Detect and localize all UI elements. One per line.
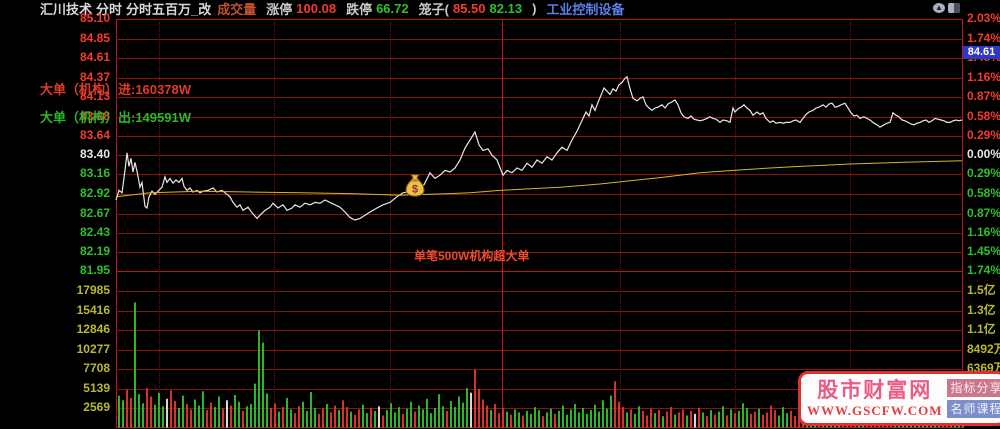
price-axis-label: 83.16 xyxy=(79,166,110,181)
watermark-card: 股市财富网 WWW.GSCFW.COM 指标分享 名师课程 xyxy=(798,371,1000,426)
time-gridline xyxy=(274,19,275,428)
price-gridline xyxy=(116,155,963,157)
time-gridline xyxy=(159,19,160,428)
split-panel-icon[interactable] xyxy=(948,3,960,13)
limit-down-label: 跌停 xyxy=(346,1,373,17)
midday-gridline xyxy=(502,19,503,428)
price-gridline xyxy=(116,116,963,118)
price-gridline xyxy=(116,39,963,41)
cage-high-value: 85.50 xyxy=(452,0,486,16)
volume-axis-label: 2569 xyxy=(83,400,110,415)
percent-axis-label: 0.87% xyxy=(967,88,1000,103)
percent-axis-label: 0.58% xyxy=(967,108,1000,123)
price-axis-label: 83.88 xyxy=(79,108,110,123)
price-axis-label: 84.13 xyxy=(79,88,110,103)
volume-gridline xyxy=(116,330,963,332)
cage-close-paren: ) xyxy=(532,0,537,16)
price-gridline xyxy=(116,232,963,234)
price-axis-label: 83.64 xyxy=(79,128,110,142)
percent-axis-label: 0.87% xyxy=(967,205,1000,220)
price-gridline xyxy=(116,193,963,195)
price-gridline xyxy=(116,77,963,79)
price-gridline xyxy=(116,174,963,176)
volume-axis-label: 17985 xyxy=(76,283,110,298)
time-gridline xyxy=(620,19,621,428)
money-bag-icon: $ xyxy=(405,174,425,197)
chart-plot-area[interactable] xyxy=(116,19,963,428)
price-axis-label: 82.67 xyxy=(79,205,110,220)
limit-down-value: 66.72 xyxy=(376,0,409,16)
big-order-outflow-note: 大单（机构）出:149591W xyxy=(40,110,191,125)
time-gridline xyxy=(850,19,851,428)
amount-axis-label: 1.3亿 xyxy=(967,302,996,317)
scroll-up-icon[interactable]: ▲ xyxy=(933,3,945,13)
price-axis-label: 82.19 xyxy=(79,244,110,258)
price-axis-label: 84.37 xyxy=(79,69,110,84)
price-axis-label: 84.85 xyxy=(79,31,110,46)
volume-indicator-label[interactable]: 成交量 xyxy=(217,1,257,17)
volume-gridline xyxy=(116,349,963,351)
time-gridline xyxy=(735,19,736,428)
price-axis-label: 84.61 xyxy=(79,50,110,65)
watermark-site-name: 股市财富网 xyxy=(817,379,933,402)
percent-axis-label: 0.29% xyxy=(967,128,1000,142)
cage-low-value: 82.13 xyxy=(489,0,523,16)
percent-axis-label: 1.16% xyxy=(967,224,1000,239)
sector-link[interactable]: 工业控制设备 xyxy=(546,1,625,17)
big-order-inflow-note: 大单（机构）进:160378W xyxy=(40,82,191,97)
volume-gridline xyxy=(116,408,963,410)
price-axis-label: 82.43 xyxy=(79,224,110,239)
volume-gridline xyxy=(116,388,963,390)
svg-text:$: $ xyxy=(412,184,418,196)
volume-axis-label: 15416 xyxy=(76,302,110,317)
stock-name[interactable]: 汇川技术 xyxy=(40,1,93,17)
cage-label: 笼子( xyxy=(418,1,449,17)
price-axis-label: 82.92 xyxy=(79,185,110,200)
view-mode-label[interactable]: 分时 xyxy=(96,1,123,17)
price-axis-label: 81.95 xyxy=(79,263,110,278)
indicator-name[interactable]: 分时五百万_改 xyxy=(126,1,212,17)
watermark-badge-indicator-share: 指标分享 xyxy=(946,379,1000,397)
amount-axis-label: 1.1亿 xyxy=(967,322,996,337)
amount-axis-label: 1.5亿 xyxy=(967,283,996,298)
volume-axis-label: 5139 xyxy=(83,380,110,395)
price-level-tag: 84.61 xyxy=(963,46,1000,59)
amount-axis-label: 8492万 xyxy=(967,341,1000,356)
price-gridline xyxy=(116,271,963,273)
percent-axis-label: 0.00% xyxy=(967,147,1000,162)
percent-axis-label: 1.74% xyxy=(967,263,1000,278)
price-axis-label: 83.40 xyxy=(79,147,110,162)
volume-axis-label: 12846 xyxy=(76,322,110,337)
title-bar: 汇川技术 分时 分时五百万_改 成交量 涨停 100.08 跌停 66.72 笼… xyxy=(40,0,625,17)
price-gridline xyxy=(116,252,963,253)
limit-up-value: 100.08 xyxy=(296,0,337,16)
percent-axis-label: 1.74% xyxy=(967,31,1000,46)
percent-axis-label: 1.45% xyxy=(967,244,1000,258)
price-gridline xyxy=(116,136,963,137)
volume-axis-label: 7708 xyxy=(83,361,110,376)
time-gridline xyxy=(390,19,391,428)
volume-gridline xyxy=(116,369,963,371)
big-single-order-note: 单笔500W机构超大单 xyxy=(414,249,530,263)
percent-axis-label: 1.16% xyxy=(967,69,1000,84)
price-gridline xyxy=(116,58,963,60)
percent-axis-label: 0.58% xyxy=(967,185,1000,200)
volume-axis-label: 10277 xyxy=(76,341,110,356)
percent-axis-label: 0.29% xyxy=(967,166,1000,181)
volume-gridline xyxy=(116,310,963,312)
watermark-badge-teacher-course: 名师课程 xyxy=(946,400,1000,418)
volume-gridline xyxy=(116,291,963,293)
limit-up-label: 涨停 xyxy=(266,1,293,17)
percent-axis-label: 2.03% xyxy=(967,11,1000,26)
price-gridline xyxy=(116,96,963,98)
price-axis-label: 85.10 xyxy=(79,11,110,26)
watermark-site-url: WWW.GSCFW.COM xyxy=(807,403,943,418)
price-gridline xyxy=(116,213,963,215)
